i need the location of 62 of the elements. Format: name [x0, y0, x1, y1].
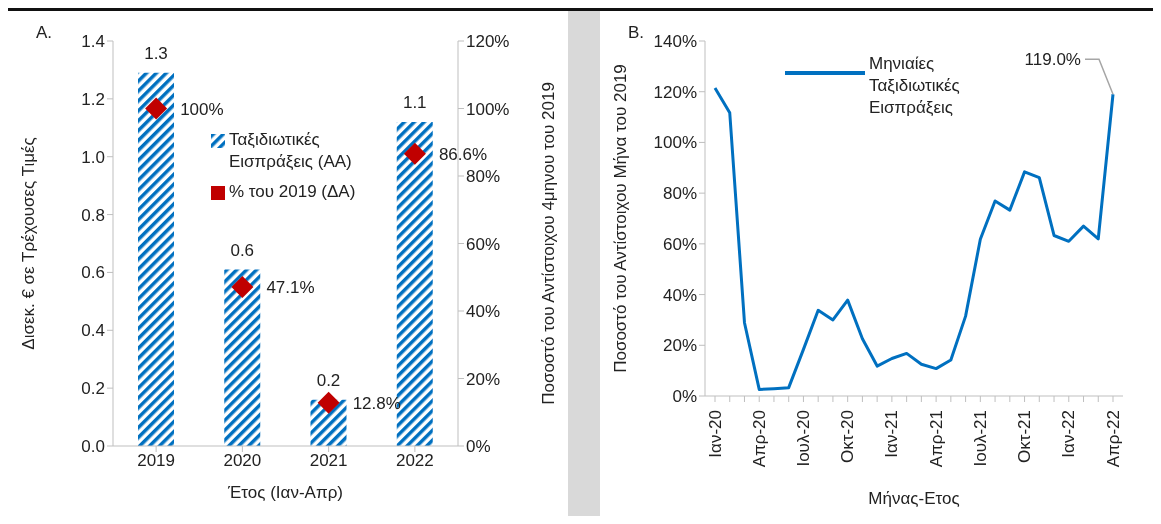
y-tick-label: 0.4: [81, 321, 105, 341]
x-axis-title: Έτος (Ιαν-Απρ): [227, 483, 343, 502]
x-tick-label: Ιουλ-21: [970, 410, 990, 467]
y-tick-label: 0.0: [81, 437, 105, 457]
data-label: 1.1: [402, 93, 427, 112]
data-label: 86.6%: [438, 144, 488, 164]
x-tick-label: 2022: [395, 451, 434, 471]
y-tick-label: 0.6: [81, 263, 105, 283]
x-tick-label: 2019: [137, 451, 176, 471]
y-tick-label: 20%: [662, 336, 697, 356]
y-tick-label: 1.0: [81, 147, 105, 167]
y-tick-label: 40%: [662, 285, 697, 305]
y-axis-title: Δισεκ. € σε Τρέχουσες Τιμές: [19, 137, 39, 350]
bar: [224, 269, 261, 446]
point: [231, 276, 254, 299]
y-tick-label: 60%: [662, 234, 697, 254]
x-tick-label: 2021: [309, 451, 348, 471]
data-label: 0.6: [230, 240, 255, 260]
data-label: 12.8%: [352, 393, 401, 413]
legend-label: Μηνιαίες Ταξιδιωτικές Εισπράξεις: [869, 53, 961, 119]
point: [403, 142, 426, 165]
x-tick-label: Απρ-22: [1103, 410, 1123, 468]
x-tick-label: Απρ-21: [926, 410, 946, 468]
x-tick-label: Απρ-20: [749, 410, 769, 468]
y-tick-label: 1.2: [81, 89, 105, 109]
y-tick-label: 140%: [653, 32, 697, 52]
point: [317, 391, 340, 414]
chart-title: A.: [36, 23, 53, 43]
y2-tick-label: 100%: [466, 99, 510, 119]
y2-tick-label: 80%: [466, 167, 501, 187]
x-tick-label: Οκτ-20: [838, 410, 858, 464]
y-tick-label: 0.2: [81, 379, 105, 399]
y-tick-label: 1.4: [81, 32, 105, 52]
legend-label: % του 2019 (ΔΑ): [229, 181, 356, 203]
x-axis-title: Μήνας-Ετος: [868, 489, 960, 508]
x-tick-label: Ιουλ-20: [793, 410, 813, 467]
annotation: 119.0%: [1024, 50, 1081, 70]
x-tick-label: Ιαν-20: [705, 410, 725, 458]
y-tick-label: 0%: [672, 387, 697, 407]
y2-tick-label: 0%: [466, 437, 491, 457]
y-axis-title: Ποσοστό του Αντίστοιχου Μήνα του 2019: [611, 64, 631, 373]
y2-tick-label: 20%: [466, 369, 501, 389]
data-label: 47.1%: [266, 278, 315, 298]
data-label: 0.2: [316, 370, 341, 390]
x-tick-label: Οκτ-21: [1015, 410, 1035, 464]
y-tick-label: 0.8: [81, 205, 105, 225]
y2-tick-label: 120%: [466, 32, 510, 52]
y-tick-label: 100%: [653, 133, 697, 153]
data-label: 1.3: [144, 43, 168, 63]
legend-label: Ταξιδιωτικές Εισπράξεις (ΑΑ): [229, 129, 353, 173]
data-label: 100%: [180, 99, 224, 119]
point: [145, 97, 168, 120]
chart-title: B.: [628, 23, 645, 43]
x-tick-label: 2020: [223, 451, 262, 471]
y2-tick-label: 40%: [466, 302, 501, 322]
y-tick-label: 80%: [662, 184, 697, 204]
y2-axis-title: Ποσοστό του Αντίστοιχου 4μηνου του 2019: [539, 82, 559, 405]
bar: [138, 72, 174, 446]
y2-tick-label: 60%: [466, 234, 501, 254]
x-tick-label: Ιαν-21: [882, 410, 902, 458]
x-tick-label: Ιαν-22: [1059, 410, 1079, 458]
y-tick-label: 120%: [653, 82, 697, 102]
